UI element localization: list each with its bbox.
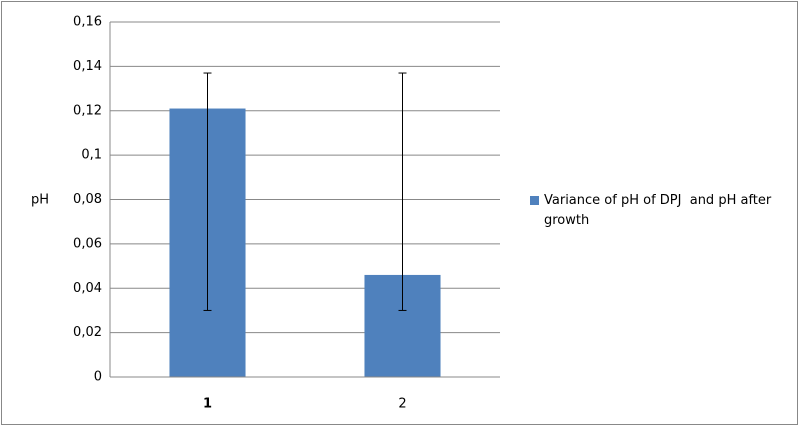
legend: Variance of pH of DPJ and pH after growt…	[530, 191, 792, 231]
y-tick-label: 0,02	[73, 325, 102, 340]
x-tick-label: 1	[203, 397, 212, 412]
y-tick-label: 0,14	[73, 59, 102, 74]
y-tick-label: 0,04	[73, 281, 102, 296]
y-tick-label: 0,1	[81, 148, 102, 163]
y-tick-label: 0,08	[73, 192, 102, 207]
legend-swatch	[530, 196, 539, 205]
legend-label: Variance of pH of DPJ and pH after growt…	[544, 193, 780, 228]
x-tick-label: 2	[398, 397, 406, 412]
y-tick-label: 0,12	[73, 103, 102, 118]
y-tick-label: 0	[94, 370, 102, 385]
y-axis-label: pH	[31, 193, 49, 208]
y-tick-label: 0,16	[73, 15, 102, 30]
y-tick-label: 0,06	[73, 236, 102, 251]
